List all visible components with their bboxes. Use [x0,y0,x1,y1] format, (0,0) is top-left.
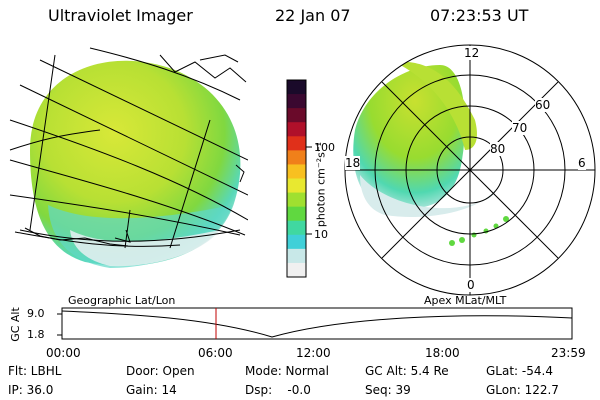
status-door: Door: Open [126,364,195,378]
mlt-label-18: 18 [345,156,361,170]
timeline-frame [61,307,573,340]
status-glat: GLat: -54.4 [486,364,553,378]
polar-grid [344,44,596,296]
time-tick-1800: 18:00 [425,346,460,360]
time-label: 07:23:53 UT [430,6,529,25]
colorbar-segment [287,108,306,123]
colorbar-segment [287,80,306,95]
mlt-label-0: 0 [467,278,475,292]
app-title: Ultraviolet Imager [48,6,193,25]
colorbar-segment [287,192,306,208]
polar-image-layer [353,61,495,218]
time-tick-2359: 23:59 [551,346,586,360]
colorbar-segment [287,178,306,194]
timeline-plot [57,307,573,340]
status-gc-alt: GC Alt: 5.4 Re [365,364,449,378]
mlt-label-6: 6 [578,156,586,170]
geo-map-layer [9,47,248,268]
timeline-ytick-label-bottom: 1.8 [27,328,45,341]
status-ip: IP: 36.0 [8,383,54,397]
colorbar-segment [287,262,306,278]
time-tick-0600: 06:00 [198,346,233,360]
timeline-right-caption: Apex MLat/MLT [424,294,507,307]
status-seq: Seq: 39 [365,383,411,397]
lat-label-80: 80 [490,142,506,156]
timeline-y-axis-label: GC Alt [8,307,22,342]
colorbar-segment [287,220,306,236]
mlt-label-12: 12 [464,46,480,60]
status-gain: Gain: 14 [126,383,177,397]
polar-sample-dots [449,216,509,246]
status-dsp: Dsp: -0.0 [245,383,311,397]
colorbar-segment [287,122,306,137]
date-label: 22 Jan 07 [275,6,351,25]
status-filter: Flt: LBHL [8,364,62,378]
status-glon: GLon: 122.7 [486,383,559,397]
colorbar-segment [287,234,306,250]
colorbar-tick-label-100: 100 [314,141,335,154]
colorbar-segment [287,206,306,222]
colorbar-segment [287,150,306,165]
time-tick-0000: 00:00 [46,346,81,360]
lat-label-60: 60 [535,98,551,112]
colorbar-unit-label: photon cm⁻²s⁻¹ [314,141,328,228]
colorbar-segment [287,136,306,151]
colorbar [287,80,306,278]
colorbar-tick-label-10: 10 [314,228,328,241]
colorbar-frame [286,79,307,278]
status-mode: Mode: Normal [245,364,329,378]
altitude-curve [61,310,573,338]
colorbar-segment [287,94,306,109]
time-tick-1200: 12:00 [296,346,331,360]
timeline-ytick-label-top: 9.0 [27,307,45,320]
colorbar-segment [287,164,306,179]
timeline-left-caption: Geographic Lat/Lon [68,294,176,307]
lat-label-70: 70 [512,121,528,135]
colorbar-segment [287,248,306,264]
